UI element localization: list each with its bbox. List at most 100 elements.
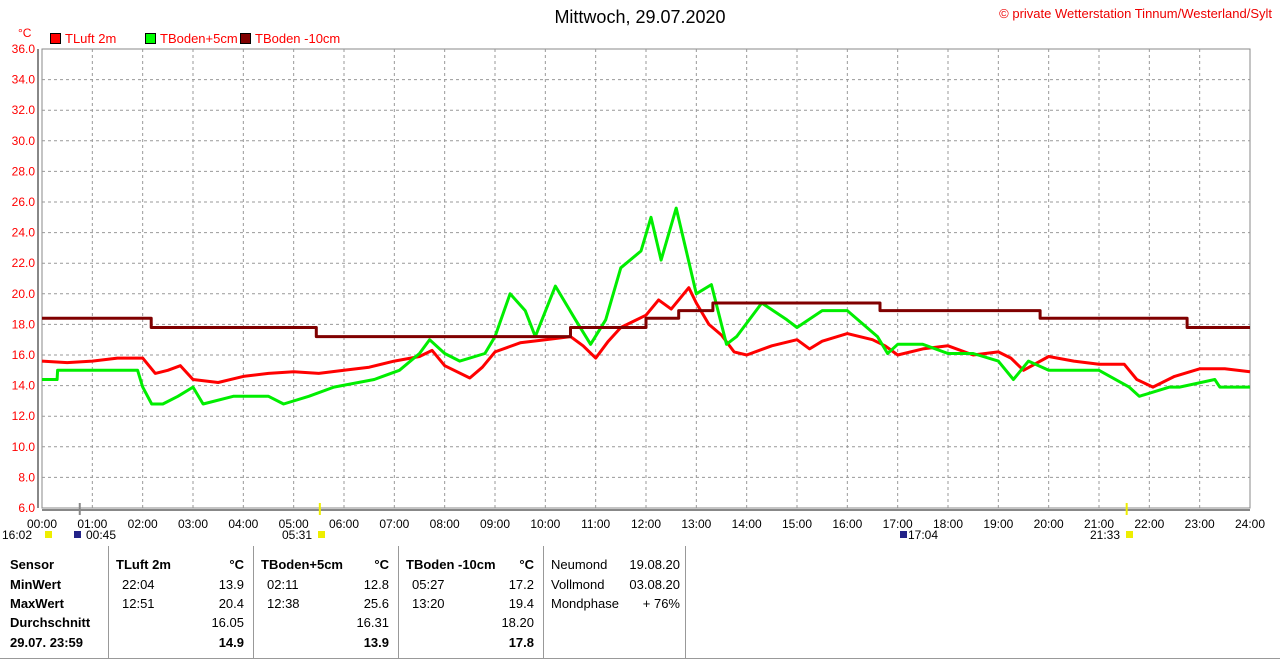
- table-cell: 05:27: [412, 577, 445, 592]
- y-tick-label: 26.0: [12, 195, 36, 209]
- table-cell: Sensor: [10, 557, 55, 572]
- table-cell: Durchschnitt: [10, 615, 91, 630]
- astro-time-label: 16:02: [2, 528, 32, 542]
- x-tick-label: 01:00: [77, 517, 107, 531]
- sunrise-icon: [318, 531, 325, 538]
- table-cell: + 76%: [642, 596, 680, 611]
- astro-time-label: 00:45: [86, 528, 116, 542]
- x-tick-label: 24:00: [1235, 517, 1265, 531]
- table-cell: Vollmond: [551, 577, 605, 592]
- legend-swatch: [145, 33, 156, 44]
- y-tick-label: 12.0: [12, 409, 36, 423]
- x-tick-label: 20:00: [1034, 517, 1064, 531]
- table-cell: 19.4: [508, 596, 534, 611]
- series-line-2: [42, 301, 1250, 339]
- x-tick-label: 16:00: [832, 517, 862, 531]
- legend-swatch: [50, 33, 61, 44]
- x-tick-label: 07:00: [379, 517, 409, 531]
- x-tick-label: 04:00: [228, 517, 258, 531]
- x-tick-label: 21:00: [1084, 517, 1114, 531]
- legend-tluft: TLuft 2m: [50, 31, 116, 46]
- temperature-chart: 6.0 8.0 10.0 12.0 14.0 16.0 18.0 20.0 22.0 24.0 26…: [2, 42, 1265, 542]
- x-tick-label: 00:00: [27, 517, 57, 531]
- x-tick-label: 13:00: [681, 517, 711, 531]
- sunset-icon: [1126, 531, 1133, 538]
- y-tick-label: 18.0: [12, 317, 36, 331]
- legend-label: TBoden -10cm: [255, 31, 341, 46]
- table-cell: °C: [229, 557, 244, 572]
- x-tick-label: 23:00: [1185, 517, 1215, 531]
- astro-time-label: 17:04: [908, 528, 938, 542]
- x-tick-label: 14:00: [732, 517, 762, 531]
- table-cell: TBoden -10cm: [406, 557, 496, 572]
- legend-tboden5: TBoden+5cm: [145, 31, 238, 46]
- table-cell: 12:51: [122, 596, 155, 611]
- table-cell: MinWert: [10, 577, 62, 592]
- table-cell: 16.05: [211, 615, 244, 630]
- y-tick-label: 24.0: [12, 226, 36, 240]
- table-cell: 29.07. 23:59: [10, 635, 84, 650]
- table-cell: Mondphase: [551, 596, 619, 611]
- y-tick-label: 22.0: [12, 256, 36, 270]
- table-cell: 12.8: [363, 577, 389, 592]
- table-cell: 17.8: [508, 635, 534, 650]
- y-tick-label: 14.0: [12, 379, 36, 393]
- table-cell: TBoden+5cm: [261, 557, 343, 572]
- legend-swatch: [240, 33, 251, 44]
- table-cell: 02:11: [267, 577, 299, 592]
- x-tick-label: 09:00: [480, 517, 510, 531]
- table-cell: 13:20: [412, 596, 445, 611]
- unit-label: °C: [18, 26, 32, 40]
- y-tick-label: 30.0: [12, 134, 36, 148]
- table-cell: 14.9: [218, 635, 244, 650]
- legend-tboden10: TBoden -10cm: [240, 31, 340, 46]
- x-tick-label: 18:00: [933, 517, 963, 531]
- x-tick-label: 11:00: [581, 517, 610, 531]
- x-tick-label: 02:00: [128, 517, 158, 531]
- x-tick-label: 15:00: [782, 517, 812, 531]
- x-tick-label: 19:00: [983, 517, 1013, 531]
- table-cell: 20.4: [218, 596, 244, 611]
- table-cell: 22:04: [122, 577, 155, 592]
- table-cell: °C: [519, 557, 534, 572]
- astro-time-label: 21:33: [1090, 528, 1120, 542]
- x-tick-label: 17:00: [883, 517, 913, 531]
- x-tick-label: 12:00: [631, 517, 661, 531]
- y-tick-label: 6.0: [18, 501, 35, 515]
- legend-label: TLuft 2m: [65, 31, 117, 46]
- y-tick-label: 8.0: [18, 470, 35, 484]
- table-cell: MaxWert: [10, 596, 64, 611]
- legend-label: TBoden+5cm: [160, 31, 238, 46]
- table-cell: 03.08.20: [629, 577, 680, 592]
- x-tick-label: 08:00: [430, 517, 460, 531]
- x-tick-label: 06:00: [329, 517, 359, 531]
- table-cell: Neumond: [551, 557, 608, 572]
- series-line-1: [42, 206, 1250, 406]
- y-tick-label: 34.0: [12, 73, 36, 87]
- table-cell: 16.31: [356, 615, 389, 630]
- y-tick-label: 10.0: [12, 440, 36, 454]
- y-tick-label: 32.0: [12, 103, 36, 117]
- x-tick-label: 03:00: [178, 517, 208, 531]
- table-cell: 17.2: [508, 577, 534, 592]
- table-cell: 13.9: [363, 635, 389, 650]
- moonset-icon: [45, 531, 52, 538]
- moonphase-icon: [900, 531, 907, 538]
- x-tick-label: 10:00: [530, 517, 560, 531]
- table-cell: 18.20: [501, 615, 534, 630]
- x-tick-label: 22:00: [1134, 517, 1164, 531]
- astro-time-label: 05:31: [282, 528, 312, 542]
- table-cell: TLuft 2m: [116, 557, 171, 572]
- y-tick-label: 20.0: [12, 287, 36, 301]
- copyright: © private Wetterstation Tinnum/Westerlan…: [999, 6, 1272, 21]
- table-cell: 25.6: [363, 596, 389, 611]
- moonrise-icon: [74, 531, 81, 538]
- x-tick-label: 05:00: [279, 517, 309, 531]
- y-tick-label: 36.0: [12, 42, 36, 56]
- table-cell: 19.08.20: [629, 557, 680, 572]
- chart-title: Mittwoch, 29.07.2020: [554, 7, 726, 27]
- table-cell: °C: [374, 557, 389, 572]
- table-cell: 12:38: [267, 596, 300, 611]
- y-tick-label: 28.0: [12, 164, 36, 178]
- y-tick-label: 16.0: [12, 348, 36, 362]
